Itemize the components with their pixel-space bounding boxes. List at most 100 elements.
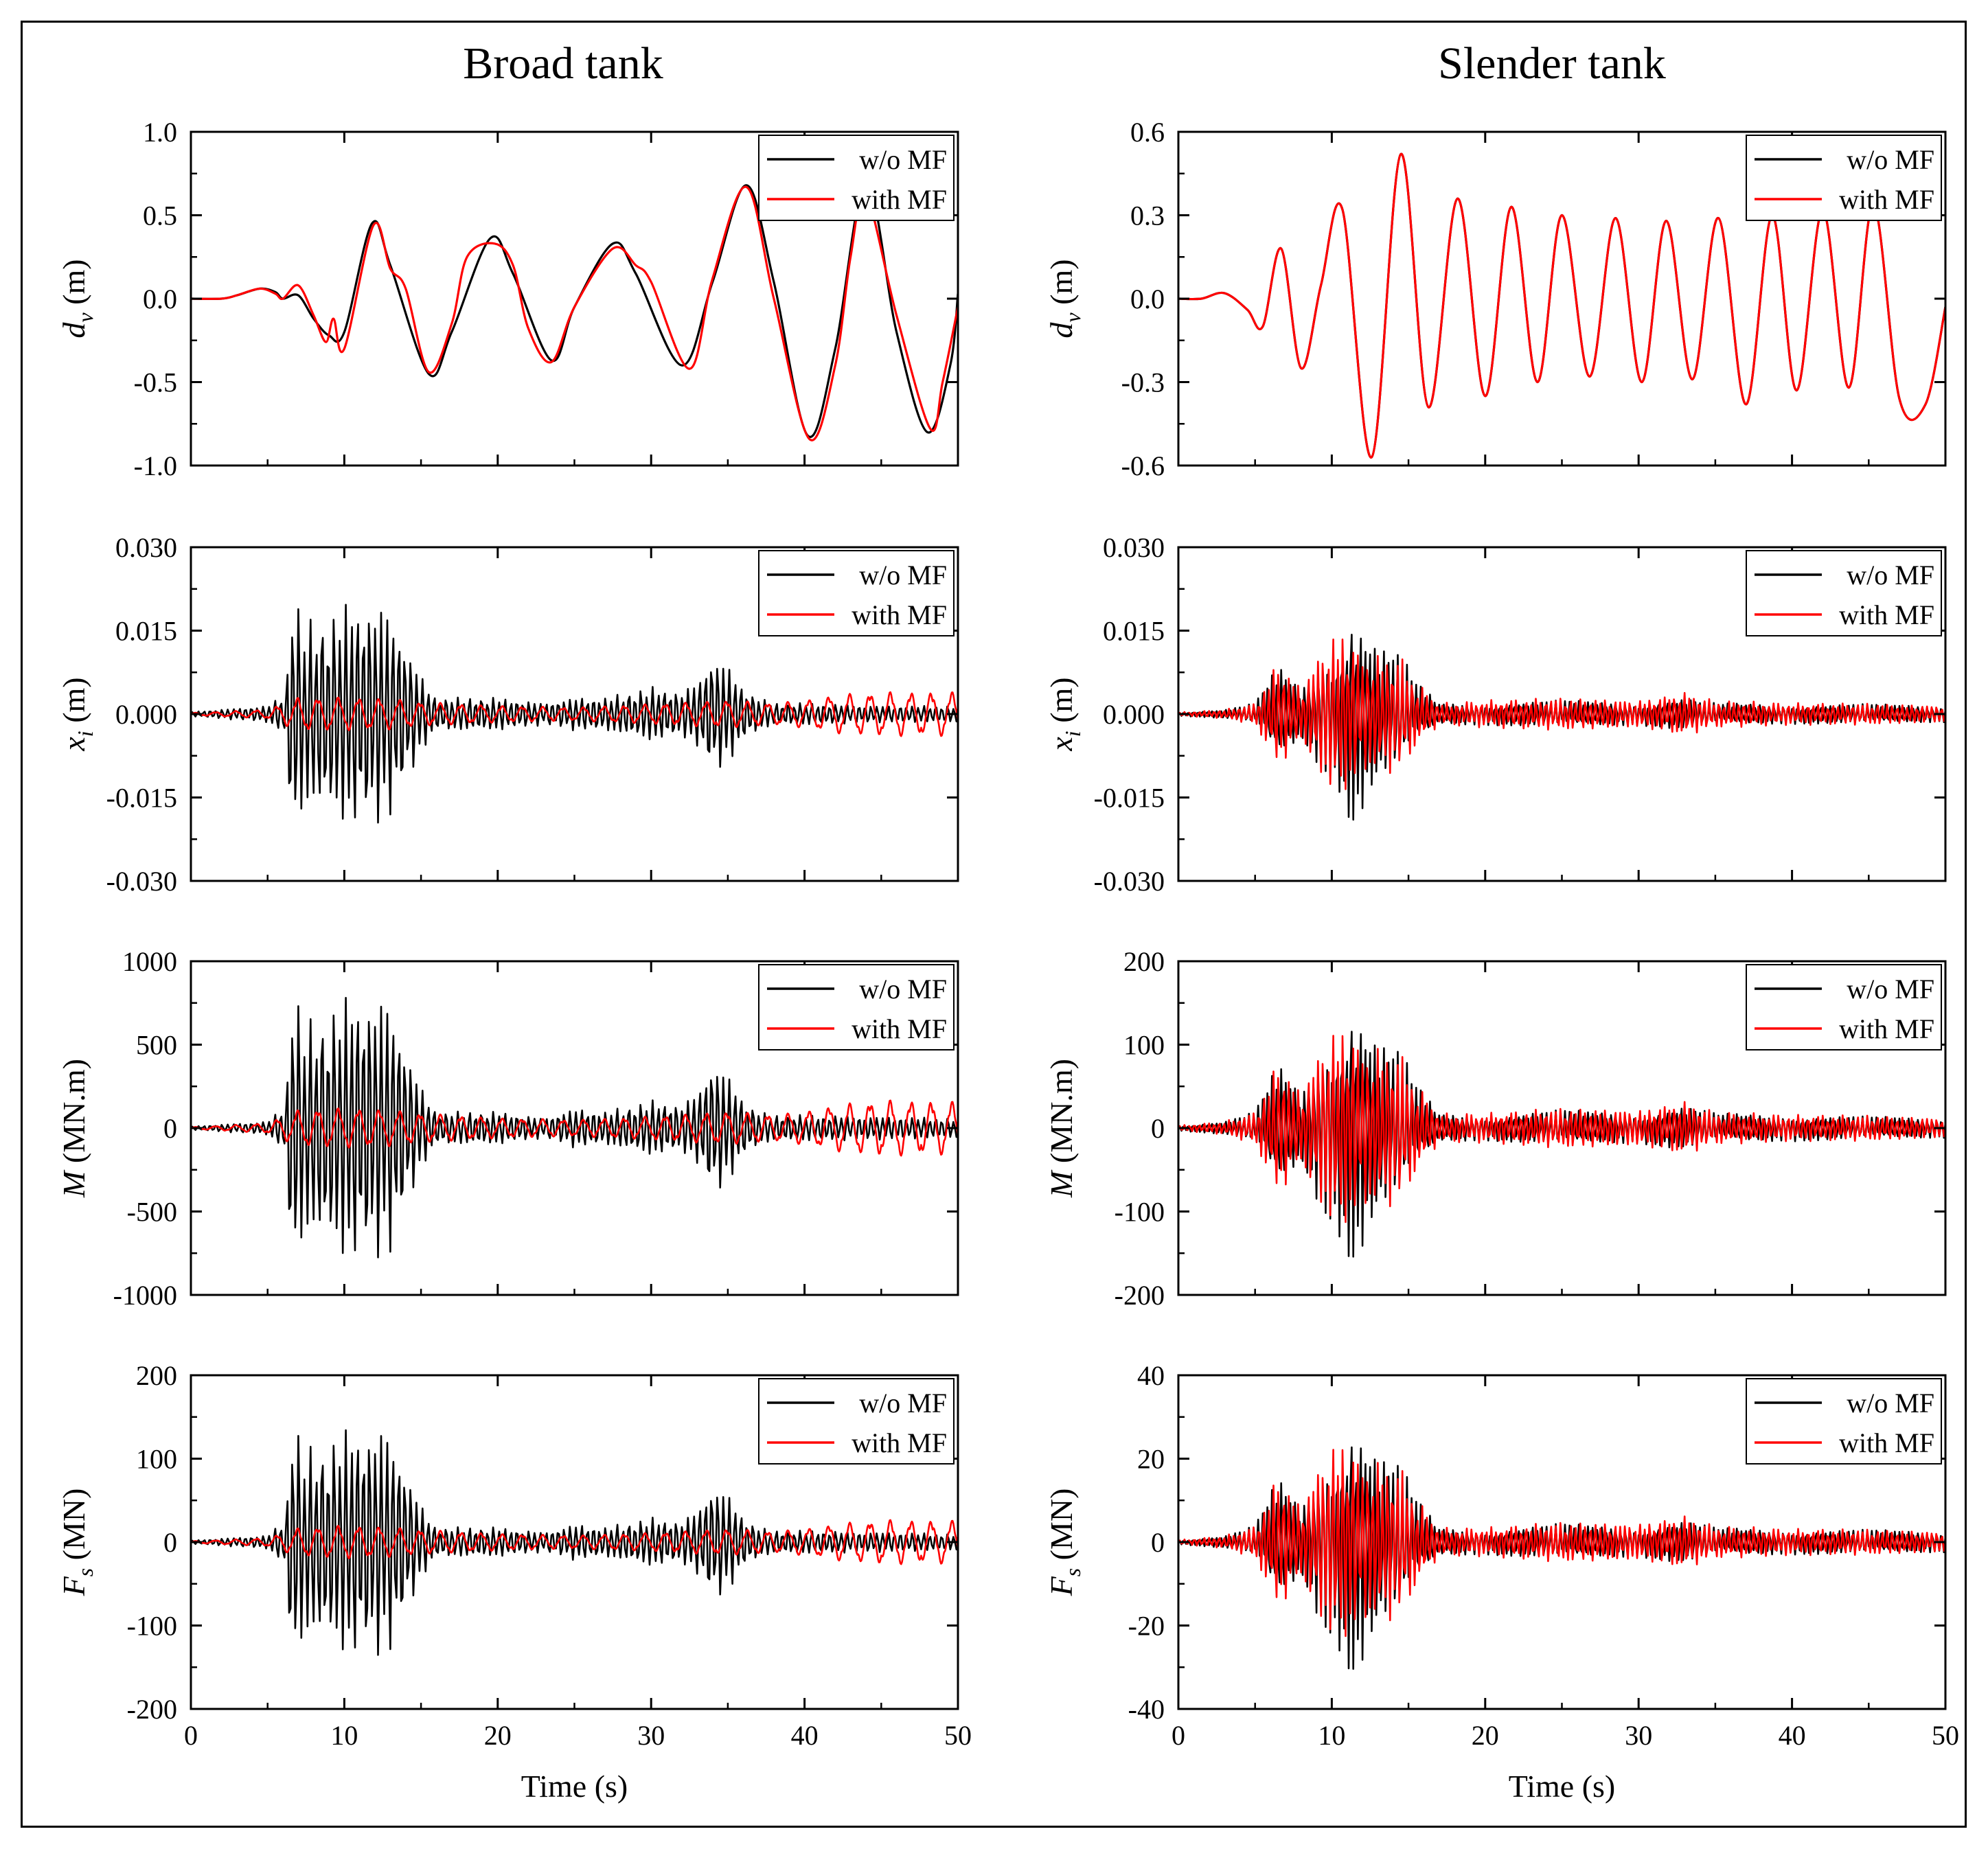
y-tick-label: 0.5 bbox=[143, 200, 177, 231]
x-tick-label: 40 bbox=[1779, 1720, 1806, 1751]
legend-box bbox=[1746, 550, 1942, 636]
panel-Fs-slender: -40 -20 0 20 40 0 10 20 30 40 50 Time (s) Fs (MN) w/o… bbox=[1044, 1360, 1959, 1804]
legend-label-with-mf: with MF bbox=[852, 599, 947, 630]
y-tick-label: -1.0 bbox=[134, 450, 177, 481]
x-tick-label: 10 bbox=[330, 1720, 358, 1751]
series-without-mf-line bbox=[1178, 1446, 1945, 1670]
legend-label-with-mf: with MF bbox=[1839, 1427, 1934, 1458]
y-tick-label: -0.015 bbox=[106, 783, 177, 814]
legend: w/o MF with MF bbox=[1746, 1378, 1942, 1465]
legend-label-with-mf: with MF bbox=[1839, 184, 1934, 215]
series-with-mf-line bbox=[1178, 152, 1945, 459]
y-tick-label: -40 bbox=[1128, 1694, 1165, 1725]
legend: w/o MF with MF bbox=[758, 1378, 955, 1465]
y-tick-label: 0.000 bbox=[1103, 699, 1165, 730]
series-with-mf-line bbox=[191, 1519, 958, 1565]
x-tick-label: 30 bbox=[637, 1720, 665, 1751]
y-tick-label: 40 bbox=[1137, 1360, 1165, 1391]
legend-box bbox=[758, 550, 955, 636]
y-tick-label: 0 bbox=[163, 1527, 177, 1558]
y-axis-label: M (MN.m) bbox=[56, 1059, 91, 1198]
legend: w/o MF with MF bbox=[1746, 964, 1942, 1050]
y-tick-label: 1000 bbox=[122, 946, 177, 977]
legend-label-without-mf: w/o MF bbox=[1847, 974, 1934, 1004]
y-axis-label: xi (m) bbox=[1044, 677, 1085, 751]
legend-label-without-mf: w/o MF bbox=[859, 1388, 947, 1419]
series-without-mf-line bbox=[1178, 634, 1945, 821]
legend-label-without-mf: w/o MF bbox=[1847, 144, 1934, 175]
y-tick-label: 0.030 bbox=[115, 532, 177, 563]
x-tick-label: 20 bbox=[1472, 1720, 1499, 1751]
x-tick-label: 40 bbox=[791, 1720, 819, 1751]
series-with-mf-line bbox=[191, 691, 958, 737]
legend: w/o MF with MF bbox=[758, 135, 955, 221]
figure-frame bbox=[21, 21, 1967, 1828]
column-title-broad: Broad tank bbox=[463, 38, 663, 89]
panel-dv-slender: -0.6 -0.3 0.0 0.3 0.6 dv (m) w/o MF with MF bbox=[1044, 117, 1947, 481]
y-tick-label: 100 bbox=[136, 1444, 177, 1475]
y-tick-label: -500 bbox=[127, 1197, 177, 1228]
legend-label-with-mf: with MF bbox=[1839, 599, 1934, 630]
legend: w/o MF with MF bbox=[1746, 135, 1942, 221]
y-tick-label: -0.015 bbox=[1094, 783, 1165, 814]
legend-label-without-mf: w/o MF bbox=[1847, 560, 1934, 590]
series-without-mf-line bbox=[191, 604, 958, 824]
series-with-mf-line bbox=[191, 1099, 958, 1157]
series-with-mf-line bbox=[1178, 639, 1945, 790]
x-tick-label: 0 bbox=[184, 1720, 198, 1751]
series-without-mf-line bbox=[191, 1429, 958, 1656]
legend-box bbox=[1746, 135, 1942, 221]
y-tick-label: 20 bbox=[1137, 1444, 1165, 1475]
legend-box bbox=[1746, 1378, 1942, 1465]
x-axis-label: Time (s) bbox=[1509, 1769, 1616, 1804]
x-tick-label: 0 bbox=[1172, 1720, 1185, 1751]
y-axis-label: dv (m) bbox=[56, 259, 98, 338]
x-tick-label: 30 bbox=[1625, 1720, 1652, 1751]
legend: w/o MF with MF bbox=[758, 550, 955, 636]
series-with-mf-line bbox=[191, 185, 958, 441]
legend-label-with-mf: with MF bbox=[1839, 1013, 1934, 1044]
y-tick-label: -0.3 bbox=[1121, 367, 1165, 398]
y-tick-label: 1.0 bbox=[143, 117, 177, 148]
legend-label-without-mf: w/o MF bbox=[859, 974, 947, 1004]
y-tick-label: -0.5 bbox=[134, 367, 177, 398]
y-tick-label: 0 bbox=[1151, 1527, 1165, 1558]
panel-dv-broad: -1.0 -0.5 0.0 0.5 1.0 dv (m) w/o MF with MF bbox=[56, 117, 959, 481]
legend-label-without-mf: w/o MF bbox=[1847, 1388, 1934, 1419]
y-tick-label: 0.0 bbox=[1130, 284, 1165, 314]
y-tick-label: 0.6 bbox=[1130, 117, 1165, 148]
y-tick-label: 100 bbox=[1123, 1030, 1165, 1061]
legend-label-with-mf: with MF bbox=[852, 1013, 947, 1044]
legend-box bbox=[758, 135, 955, 221]
y-tick-label: -0.030 bbox=[106, 866, 177, 897]
legend-box bbox=[758, 964, 955, 1050]
y-tick-label: -0.6 bbox=[1121, 450, 1165, 481]
series-with-mf-line bbox=[1178, 1449, 1945, 1638]
y-axis-label: Fs (MN) bbox=[56, 1489, 98, 1597]
y-tick-label: 0 bbox=[163, 1113, 177, 1144]
y-tick-label: 0.015 bbox=[1103, 616, 1165, 647]
y-tick-label: 0.015 bbox=[115, 616, 177, 647]
legend-label-with-mf: with MF bbox=[852, 184, 947, 215]
y-tick-label: -1000 bbox=[113, 1280, 177, 1311]
legend-label-without-mf: w/o MF bbox=[859, 560, 947, 590]
y-axis-label: M (MN.m) bbox=[1044, 1059, 1079, 1198]
y-tick-label: 0.0 bbox=[143, 284, 177, 314]
y-axis-label: dv (m) bbox=[1044, 259, 1085, 338]
y-tick-label: 200 bbox=[1123, 946, 1165, 977]
legend-box bbox=[1746, 964, 1942, 1050]
series-without-mf-line bbox=[1178, 1031, 1945, 1258]
y-tick-label: 0.030 bbox=[1103, 532, 1165, 563]
y-tick-label: -100 bbox=[127, 1611, 177, 1642]
y-tick-label: -200 bbox=[127, 1694, 177, 1725]
panel-M-slender: -200 -100 0 100 200 M (MN.m) w/o MF with MF bbox=[1044, 946, 1947, 1311]
legend-label-with-mf: with MF bbox=[852, 1427, 947, 1458]
y-tick-label: 0.000 bbox=[115, 699, 177, 730]
column-title-slender: Slender tank bbox=[1438, 38, 1666, 89]
x-tick-label: 20 bbox=[484, 1720, 512, 1751]
panel-Fs-broad: -200 -100 0 100 200 0 10 20 30 40 50 Time (s) Fs (MN… bbox=[56, 1360, 972, 1804]
legend-box bbox=[758, 1378, 955, 1465]
x-tick-label: 50 bbox=[1932, 1720, 1959, 1751]
